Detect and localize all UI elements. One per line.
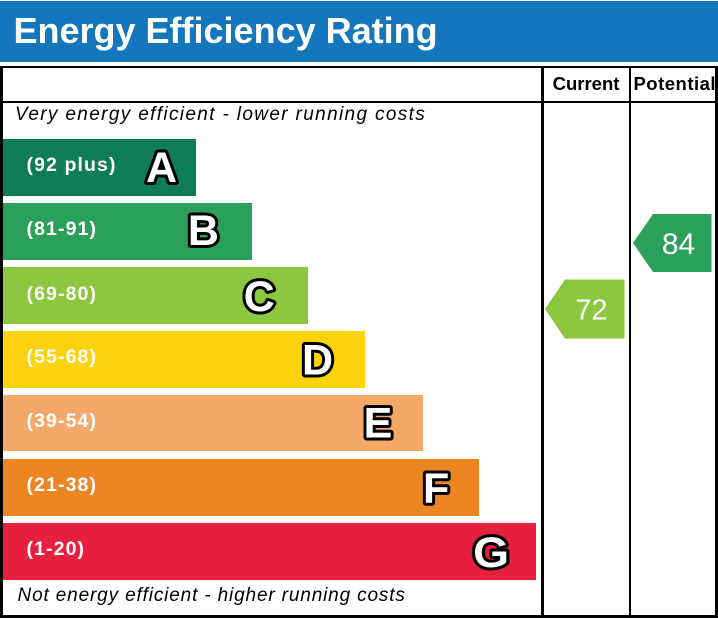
svg-text:E: E: [364, 400, 393, 448]
svg-text:72: 72: [575, 295, 607, 327]
svg-text:B: B: [188, 207, 219, 255]
svg-text:A: A: [146, 144, 177, 192]
svg-text:C: C: [244, 273, 275, 321]
svg-text:D: D: [302, 337, 333, 385]
svg-text:G: G: [473, 529, 509, 577]
svg-text:84: 84: [662, 228, 695, 261]
svg-text:F: F: [423, 465, 449, 513]
